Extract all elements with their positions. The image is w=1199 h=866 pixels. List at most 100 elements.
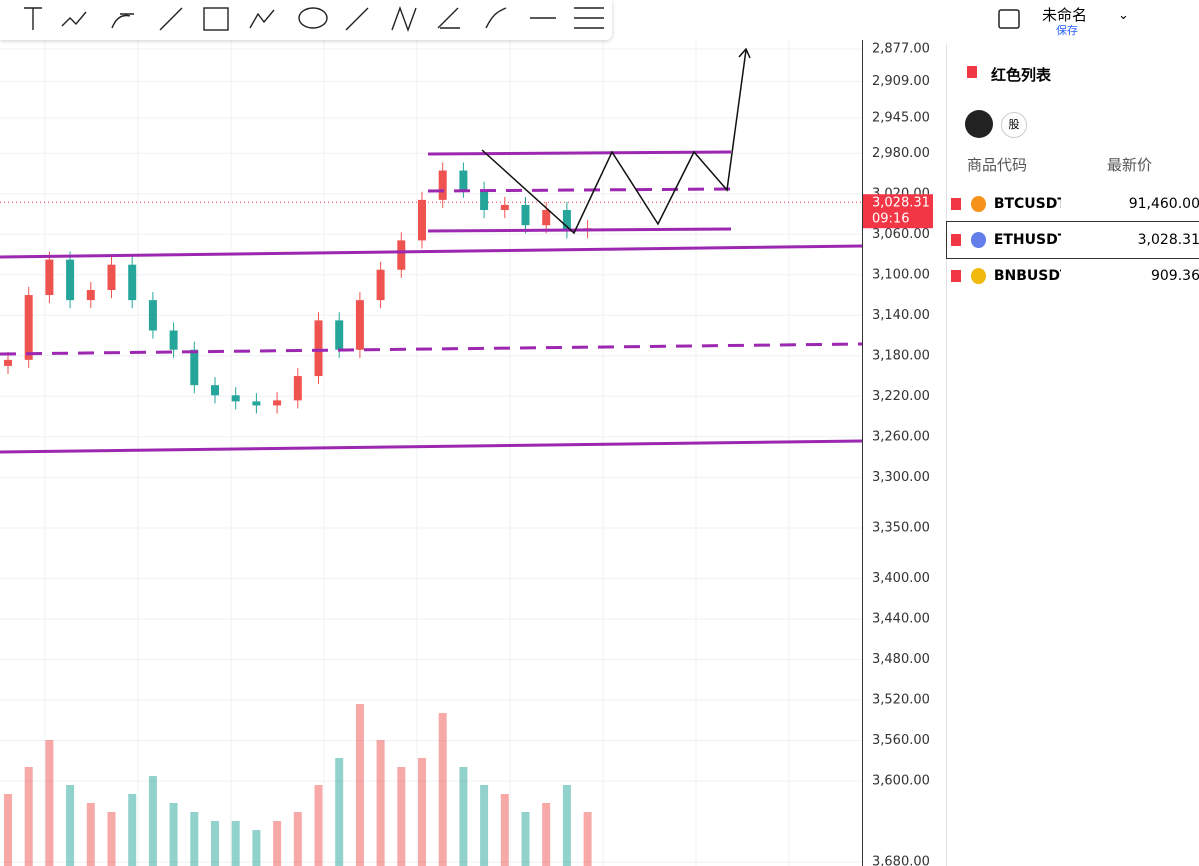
candle-body: [521, 204, 530, 226]
candle-body: [86, 289, 95, 301]
candle-body: [500, 204, 509, 211]
candle-body: [562, 210, 571, 231]
top-bar: 未命名 保存 ⌄: [990, 0, 1199, 40]
col-price: 最新价: [1107, 156, 1153, 174]
volume-bar: [521, 812, 530, 866]
candle-body: [273, 400, 282, 406]
volume-bar: [128, 794, 137, 866]
y-tick-label: 3,440.00: [872, 612, 930, 627]
candle-body: [128, 264, 137, 301]
volume-bar: [169, 803, 178, 866]
y-tick-label: 3,680.00: [872, 855, 930, 866]
y-tick-label: 3,140.00: [872, 308, 930, 323]
volume-bar: [231, 821, 240, 866]
candle-body: [45, 259, 54, 296]
volume-bar: [314, 785, 323, 866]
countdown: 09:16: [872, 212, 909, 227]
y-tick-label: 3,060.00: [872, 227, 930, 242]
volume-bar: [211, 821, 219, 866]
volume-bar: [355, 704, 364, 866]
list-icon: [965, 110, 993, 138]
volume-bar: [500, 794, 509, 866]
watchlist: 红色列表 股 商品代码 最新价 BTCUSDT 91,460.00 ETHUSD…: [946, 44, 1199, 866]
flag: [951, 198, 961, 210]
candle-body: [355, 300, 364, 350]
volume-bar: [293, 812, 302, 866]
y-tick-label: 3,300.00: [872, 470, 930, 485]
candle-body: [211, 385, 219, 396]
candle-body: [542, 210, 551, 226]
y-tick-label: 3,350.00: [872, 520, 930, 535]
candle-body: [4, 359, 12, 366]
volume-bar: [459, 767, 468, 866]
y-tick-label: 2,945.00: [872, 110, 930, 125]
volume-bar: [542, 803, 551, 866]
volume-bar: [562, 785, 571, 866]
y-tick-label: 3,220.00: [872, 389, 930, 404]
candle-body: [24, 295, 33, 360]
y-tick-label: 3,560.00: [872, 733, 930, 748]
price: 91,460.00: [1128, 196, 1199, 212]
volume-bar: [583, 812, 592, 866]
price: 909.36: [1150, 268, 1199, 284]
candle-body: [314, 320, 323, 377]
flag: [967, 66, 977, 78]
candle-body: [438, 170, 447, 200]
col-symbol: 商品代码: [967, 156, 1028, 174]
layout-icon[interactable]: [994, 0, 1024, 40]
candle-body: [397, 240, 406, 270]
y-tick-label: 3,480.00: [872, 652, 930, 667]
watchlist-row[interactable]: BTCUSDT 91,460.00: [947, 186, 1199, 222]
candle-body: [480, 189, 489, 211]
last-price-label: 3,028.31: [872, 196, 930, 211]
axis-line: [862, 40, 863, 866]
save-label: 保存: [1056, 24, 1078, 37]
candle-body: [418, 199, 426, 241]
doc-name[interactable]: 未命名: [1042, 6, 1088, 24]
volume-bar: [45, 740, 54, 866]
volume-bar: [66, 785, 75, 866]
watchlist-title[interactable]: 红色列表: [991, 66, 1052, 84]
toolbar-icons: [24, 5, 604, 33]
watchlist-row[interactable]: BNBUSDT 909.36: [947, 258, 1199, 294]
chart: 2,877.002,909.002,945.002,980.003,020.00…: [0, 40, 933, 866]
drawings: [0, 47, 863, 454]
flag: [951, 270, 961, 282]
candle-body: [376, 269, 385, 301]
candle-body: [107, 264, 116, 290]
candle-body: [169, 330, 178, 350]
candle-body: [335, 320, 344, 350]
y-tick-label: 3,180.00: [872, 348, 930, 363]
y-tick-label: 3,600.00: [872, 774, 930, 789]
volume-bar: [273, 821, 282, 866]
coin-icon: [970, 268, 986, 284]
volume-bar: [148, 776, 157, 866]
volume-bar: [418, 758, 426, 866]
symbol: BTCUSDT: [993, 196, 1061, 212]
y-tick-label: 3,260.00: [872, 429, 930, 444]
last-price-box: [863, 194, 933, 229]
drawing-toolbar: [0, 0, 612, 40]
volume-bar: [24, 767, 33, 866]
watchlist-row[interactable]: ETHUSDT 3,028.31: [946, 221, 1199, 259]
volume-bar: [480, 785, 489, 866]
price: 3,028.31: [1137, 232, 1199, 248]
chevron[interactable]: ⌄: [1118, 8, 1129, 23]
flag: [951, 234, 961, 246]
y-tick-label: 3,520.00: [872, 693, 930, 708]
coin-icon: [970, 196, 986, 212]
y-tick-label: 2,980.00: [872, 146, 930, 161]
candle-body: [252, 401, 261, 406]
volume-bar: [376, 740, 385, 866]
candle-body: [459, 170, 468, 190]
coin-icon: [970, 232, 986, 248]
volume-bar: [252, 830, 261, 866]
volume-bar: [397, 767, 406, 866]
volume-bar: [335, 758, 344, 866]
y-tick-label: 3,400.00: [872, 571, 930, 586]
candle-body: [66, 259, 75, 301]
y-tick-label: 2,877.00: [872, 42, 930, 57]
tag[interactable]: 股: [1001, 112, 1027, 138]
symbol: BNBUSDT: [993, 268, 1061, 284]
